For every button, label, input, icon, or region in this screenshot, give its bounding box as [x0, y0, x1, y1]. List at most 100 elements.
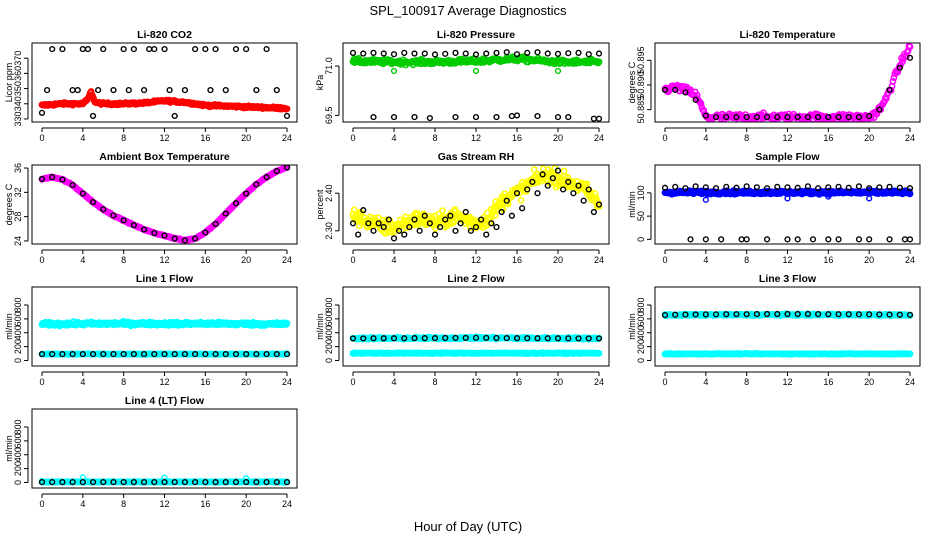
data-point: [411, 335, 418, 342]
data-point: [580, 197, 587, 204]
data-point: [151, 479, 158, 486]
data-point: [595, 203, 603, 210]
x-tick-label: 0: [662, 377, 667, 387]
data-point: [192, 235, 199, 242]
data-point: [866, 195, 873, 202]
chart-panel: Ambient Box Temperature degrees C 0 4 8 12 16 2…: [4, 151, 298, 265]
data-point: [380, 50, 387, 57]
data-point: [472, 67, 480, 75]
data-point: [253, 479, 260, 486]
data-point: [661, 86, 669, 94]
data-point: [753, 310, 760, 318]
panel-title: Line 1 Flow: [136, 273, 194, 285]
data-point: [411, 113, 418, 121]
x-tick-label: 8: [744, 255, 749, 265]
data-point: [212, 479, 219, 486]
panel-title: Li-820 Pressure: [437, 29, 515, 41]
chart-panel: Line 3 Flow ml/min 0 4 8 12 16 20 24 0 20040060080…: [627, 273, 921, 387]
data-point: [565, 335, 572, 342]
data-point: [575, 182, 582, 189]
data-point: [661, 311, 669, 319]
data-point: [125, 86, 132, 94]
data-point: [554, 167, 562, 174]
data-point: [519, 205, 526, 212]
data-point: [140, 479, 148, 486]
data-point: [503, 49, 510, 56]
y-axis-label: degrees C: [627, 61, 637, 103]
y-tick-label: 800: [636, 298, 646, 313]
x-tick-label: 8: [432, 255, 437, 265]
data-point: [845, 184, 852, 191]
data-point: [906, 43, 914, 51]
x-tick-label: 4: [391, 255, 396, 265]
data-point: [595, 335, 603, 342]
y-tick-label: 0: [636, 358, 646, 363]
x-tick-label: 16: [200, 133, 210, 143]
x-tick-label: 20: [864, 255, 874, 265]
data-point: [110, 350, 117, 358]
data-point: [232, 479, 240, 486]
data-point: [595, 349, 603, 357]
data-layer: [349, 333, 603, 358]
data-point: [575, 335, 582, 342]
data-point: [426, 220, 433, 227]
data-point: [906, 236, 914, 243]
data-point: [876, 106, 883, 113]
data-point: [886, 183, 893, 190]
data-point: [554, 50, 562, 57]
data-point: [733, 311, 740, 318]
data-point: [59, 45, 66, 53]
data-point: [360, 335, 367, 342]
y-tick-label: 360: [13, 66, 23, 81]
x-tick-label: 4: [80, 499, 85, 509]
y-axis-label: ml/min: [315, 313, 325, 340]
y-tick-label: 800: [13, 298, 23, 313]
data-point: [835, 311, 842, 318]
y-tick-label: 200: [13, 461, 23, 476]
data-point: [544, 335, 551, 342]
data-point: [901, 236, 908, 243]
x-tick-label: 8: [121, 255, 126, 265]
data-point: [161, 232, 168, 239]
x-tick-label: 0: [39, 377, 44, 387]
data-point: [467, 227, 474, 234]
data-point: [815, 113, 822, 121]
data-point: [513, 112, 521, 119]
data-point: [544, 50, 551, 57]
data-layer: [38, 45, 291, 120]
y-axis-label: ml/min: [4, 313, 14, 340]
data-point: [380, 223, 387, 231]
data-point: [212, 45, 219, 53]
data-point: [222, 86, 229, 94]
y-axis-label: ml/min: [627, 191, 637, 218]
data-point: [472, 113, 480, 121]
x-tick-label: 16: [823, 133, 833, 143]
data-point: [718, 236, 725, 243]
x-tick-label: 4: [703, 255, 708, 265]
data-point: [784, 236, 791, 243]
data-point: [49, 479, 56, 486]
data-point: [835, 236, 842, 243]
data-point: [365, 220, 372, 227]
data-point: [38, 479, 46, 486]
x-tick-label: 20: [864, 133, 874, 143]
data-point: [774, 113, 781, 121]
data-point: [263, 479, 270, 486]
data-point: [784, 310, 791, 318]
data-point: [554, 113, 562, 121]
data-point: [890, 74, 898, 81]
y-tick-label: 340: [13, 96, 23, 111]
data-point: [59, 350, 66, 358]
x-tick-label: 24: [594, 133, 604, 143]
data-point: [421, 335, 428, 342]
data-point: [483, 334, 490, 342]
data-point: [202, 45, 209, 53]
data-point: [222, 479, 229, 486]
panel-title: Line 3 Flow: [759, 273, 817, 285]
data-point: [906, 185, 914, 192]
data-point: [437, 223, 444, 231]
data-point: [529, 178, 536, 186]
data-point: [517, 196, 525, 204]
data-point: [232, 45, 240, 53]
